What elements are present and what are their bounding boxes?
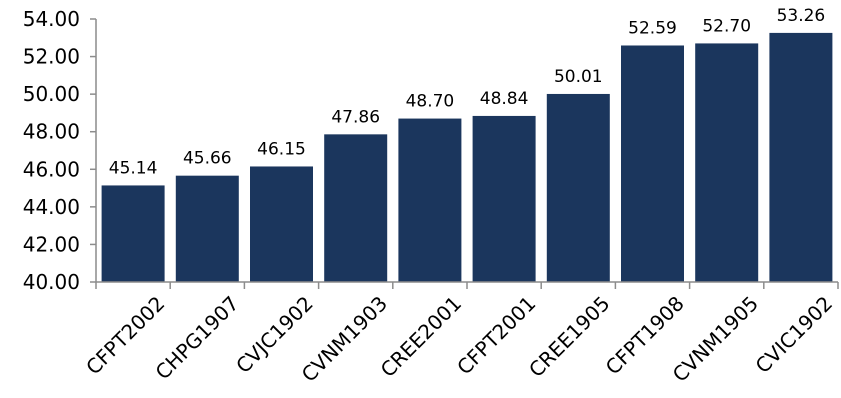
- y-tick-label: 54.00: [23, 7, 80, 31]
- bar: [175, 175, 239, 282]
- data-label: 47.86: [331, 107, 380, 127]
- y-tick-label: 42.00: [23, 232, 80, 256]
- y-tick-label: 44.00: [23, 195, 80, 219]
- data-label: 50.01: [554, 67, 603, 87]
- bar: [546, 93, 610, 282]
- x-tick-label: CREE1905: [524, 291, 615, 382]
- data-label: 45.14: [109, 158, 158, 178]
- data-label: 46.15: [257, 139, 306, 159]
- bars: [101, 32, 833, 283]
- data-label: 52.59: [628, 18, 677, 38]
- x-axis-labels: CFPT2002CHPG1907CVJC1902CVNM1903CREE2001…: [81, 291, 837, 386]
- y-tick-label: 46.00: [23, 157, 80, 181]
- bar: [695, 43, 759, 282]
- x-tick-label: CVIC1902: [751, 291, 838, 378]
- x-axis-ticks: [95, 282, 839, 289]
- bar: [769, 32, 833, 282]
- data-label: 48.84: [480, 89, 529, 109]
- bar: [250, 166, 313, 282]
- data-labels: 45.14 45.66 46.15 47.86 48.70 48.84 50.01 52.59…: [109, 6, 825, 179]
- y-axis-ticks: 40.00 42.00 44.00 46.00 48.00 50.00 52.00 54.00: [23, 7, 96, 294]
- data-label: 48.70: [406, 92, 455, 112]
- data-label: 53.26: [777, 6, 826, 26]
- y-tick-label: 40.00: [23, 270, 80, 294]
- bar: [101, 185, 165, 282]
- x-tick-label: CREE2001: [376, 291, 467, 382]
- bar: [324, 134, 388, 282]
- y-tick-label: 48.00: [23, 120, 80, 144]
- data-label: 45.66: [183, 149, 232, 169]
- bar: [621, 45, 684, 283]
- bar: [472, 115, 536, 282]
- data-label: 52.70: [702, 16, 751, 36]
- bar: [398, 118, 462, 282]
- y-tick-label: 50.00: [23, 82, 80, 106]
- y-tick-label: 52.00: [23, 45, 80, 69]
